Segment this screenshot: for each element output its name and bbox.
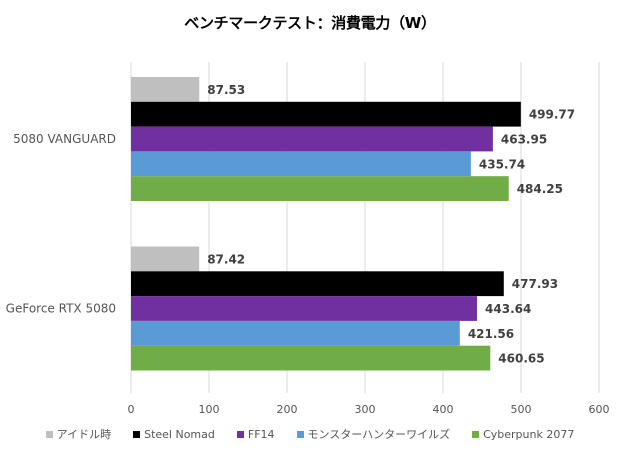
- data-label: 443.64: [485, 302, 531, 316]
- chart-title: ベンチマークテスト：消費電力（W）: [184, 14, 436, 32]
- category-label: 5080 VANGUARD: [13, 132, 116, 146]
- data-label: 460.65: [498, 352, 544, 366]
- data-label: 435.74: [479, 157, 525, 171]
- legend-item: モンスターハンターワイルズ: [296, 426, 451, 442]
- legend-item: FF14: [236, 426, 275, 442]
- data-label: 499.77: [529, 108, 575, 122]
- legend-label: FF14: [247, 427, 275, 441]
- x-tick-label: 600: [589, 403, 610, 416]
- bar: [131, 246, 200, 272]
- data-label: 463.95: [501, 133, 547, 147]
- bar: [131, 271, 504, 297]
- bar: [131, 151, 471, 177]
- data-label: 87.53: [207, 83, 245, 97]
- legend-item: Steel Nomad: [133, 426, 215, 442]
- plot-area: 0 100 200 300 400 500 600 5080 VANGUARD 87.53 499…: [6, 62, 610, 416]
- legend-swatch: [45, 430, 53, 438]
- legend-label: Cyberpunk 2077: [483, 427, 575, 441]
- x-tick-label: 300: [355, 403, 376, 416]
- legend: アイドル時 Steel Nomad FF14 モンスターハンターワイルズ Cyberpu…: [0, 426, 620, 442]
- category-label: GeForce RTX 5080: [6, 302, 116, 316]
- data-label: 484.25: [517, 182, 563, 196]
- bar: [131, 176, 509, 201]
- bar: [131, 320, 460, 346]
- legend-swatch: [296, 430, 304, 438]
- legend-label: Steel Nomad: [144, 427, 215, 441]
- data-label: 421.56: [468, 327, 514, 341]
- legend-swatch: [236, 430, 244, 438]
- x-tick-label: 500: [511, 403, 532, 416]
- legend-label: アイドル時: [56, 428, 112, 441]
- legend-swatch: [472, 430, 480, 438]
- bar: [131, 296, 478, 321]
- bar: [131, 101, 521, 127]
- bar: [131, 77, 200, 102]
- data-label: 477.93: [512, 277, 558, 291]
- legend-item: Cyberpunk 2077: [472, 426, 574, 442]
- legend-item: アイドル時: [45, 426, 112, 442]
- x-tick-label: 0: [128, 403, 135, 416]
- x-tick-label: 400: [433, 403, 454, 416]
- legend-label: モンスターハンターワイルズ: [307, 428, 451, 441]
- bar: [131, 126, 493, 152]
- x-tick-label: 200: [277, 403, 298, 416]
- bar: [131, 345, 491, 371]
- x-tick-label: 100: [199, 403, 220, 416]
- legend-swatch: [133, 430, 141, 438]
- data-label: 87.42: [207, 252, 245, 266]
